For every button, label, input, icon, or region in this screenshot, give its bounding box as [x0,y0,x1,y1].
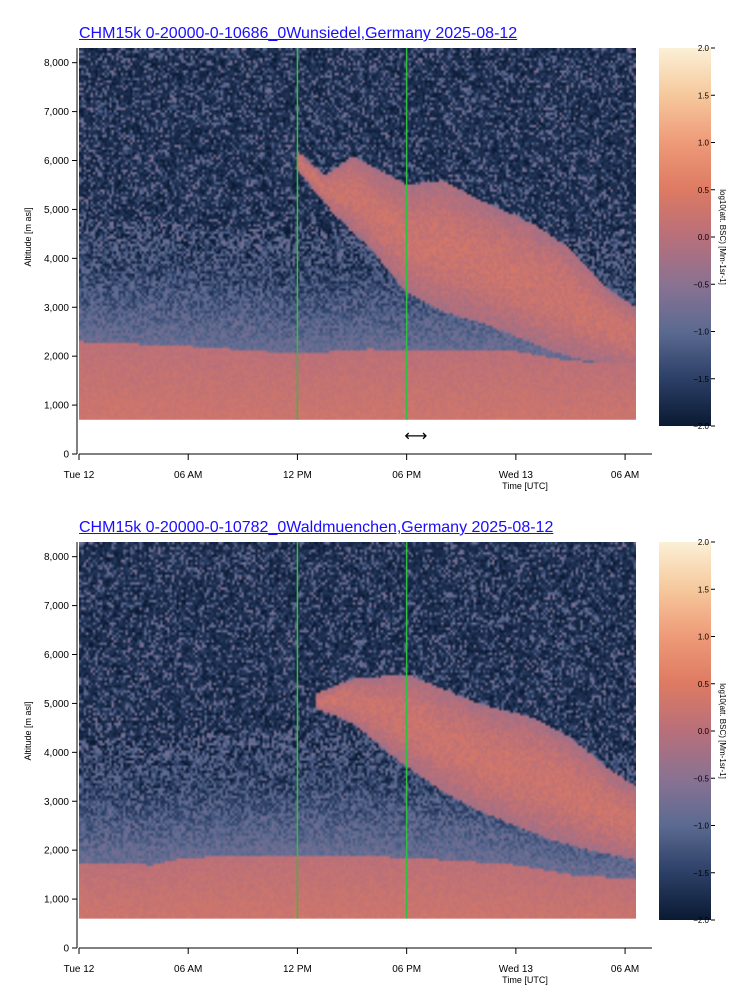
colorbar [659,48,711,426]
y-tick-label: 0 [63,450,69,461]
chart-panel-waldmuenchen: CHM15k 0-20000-0-10782_0Waldmuenchen,Ger… [0,494,750,989]
y-tick-label: 0 [63,944,69,955]
y-tick-label: 8,000 [44,552,69,563]
chart-svg[interactable]: 0 1,000 2,000 3,000 4,000 5,000 6,000 7,000 8,00… [0,0,750,495]
colorbar-tick-label: −0.5 [693,774,709,783]
chart-svg[interactable]: 0 1,000 2,000 3,000 4,000 5,000 6,000 7,000 8,00… [0,494,750,989]
colorbar [659,542,711,920]
colorbar-tick-label: 0.5 [698,186,710,195]
time-navigation-arrow[interactable]: ⟷ [404,426,428,445]
x-tick-label: 06 AM [174,964,202,975]
colorbar-tick-label: −2.0 [693,422,709,431]
y-tick-label: 8,000 [44,58,69,69]
colorbar-title: log10(att. BSC) [Mm-1sr-1] [718,189,727,285]
y-axis-title: Altitude [m asl] [23,701,33,760]
y-tick-label: 5,000 [44,699,69,710]
x-tick-label: Tue 12 [64,964,95,975]
x-tick-label: 06 PM [392,964,421,975]
y-tick-label: 1,000 [44,401,69,412]
colorbar-tick-label: −1.0 [693,822,709,831]
colorbar-tick-label: 1.0 [698,139,710,148]
colorbar-tick-label: 2.0 [698,538,710,547]
x-tick-label: Wed 13 [499,964,534,975]
chart-title[interactable]: CHM15k 0-20000-0-10782_0Waldmuenchen,Ger… [79,519,554,536]
chart-panel-wunsiedel: CHM15k 0-20000-0-10686_0Wunsiedel,German… [0,0,750,495]
colorbar-tick-label: −1.0 [693,328,709,337]
x-tick-label: 06 AM [611,470,639,481]
backscatter-heatmap [79,48,636,420]
y-tick-label: 1,000 [44,895,69,906]
y-tick-label: 4,000 [44,748,69,759]
backscatter-heatmap [79,542,636,919]
x-tick-label: 06 AM [611,964,639,975]
y-tick-label: 3,000 [44,797,69,808]
x-tick-label: Tue 12 [64,470,95,481]
chart-title[interactable]: CHM15k 0-20000-0-10686_0Wunsiedel,German… [79,25,518,42]
x-axis-title: Time [UTC] [502,975,548,985]
y-tick-label: 3,000 [44,303,69,314]
x-tick-label: Wed 13 [499,470,534,481]
x-tick-label: 06 PM [392,470,421,481]
y-tick-label: 7,000 [44,601,69,612]
colorbar-tick-label: 0.0 [698,233,710,242]
colorbar-tick-label: 0.0 [698,727,710,736]
y-tick-label: 7,000 [44,107,69,118]
colorbar-tick-label: −0.5 [693,280,709,289]
colorbar-tick-label: −1.5 [693,869,709,878]
y-axis-title: Altitude [m asl] [23,207,33,266]
colorbar-tick-label: 1.0 [698,633,710,642]
colorbar-tick-label: 0.5 [698,680,710,689]
colorbar-title: log10(att. BSC) [Mm-1sr-1] [718,683,727,779]
y-tick-label: 4,000 [44,254,69,265]
x-tick-label: 12 PM [283,470,312,481]
colorbar-tick-label: −2.0 [693,916,709,925]
y-tick-label: 2,000 [44,352,69,363]
colorbar-tick-label: 1.5 [698,91,710,100]
y-tick-label: 6,000 [44,156,69,167]
x-tick-label: 06 AM [174,470,202,481]
y-tick-label: 6,000 [44,650,69,661]
colorbar-tick-label: 2.0 [698,44,710,53]
y-tick-label: 5,000 [44,205,69,216]
x-axis-title: Time [UTC] [502,481,548,491]
y-tick-label: 2,000 [44,846,69,857]
colorbar-tick-label: −1.5 [693,375,709,384]
x-tick-label: 12 PM [283,964,312,975]
colorbar-tick-label: 1.5 [698,585,710,594]
